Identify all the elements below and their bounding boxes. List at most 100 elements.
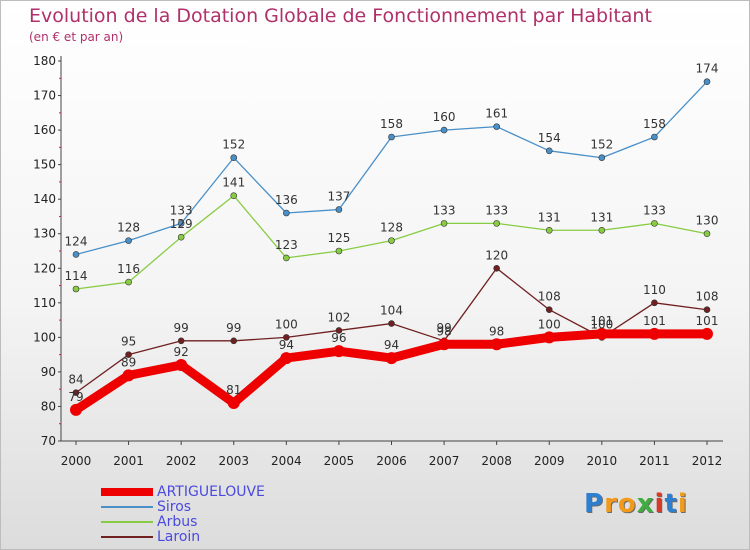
data-label: 152 xyxy=(222,138,245,152)
legend-swatch xyxy=(101,521,153,523)
x-tick-label: 2000 xyxy=(61,454,92,468)
data-point xyxy=(125,351,132,358)
y-tick-label: 120 xyxy=(33,261,56,275)
data-point xyxy=(230,337,238,345)
legend-swatch xyxy=(101,536,153,538)
logo-letter: P xyxy=(584,489,605,519)
data-point xyxy=(283,254,290,262)
x-tick-label: 2004 xyxy=(271,454,302,468)
data-point xyxy=(177,337,185,345)
y-tick-label: 90 xyxy=(41,365,56,379)
data-point xyxy=(72,285,80,293)
data-label: 133 xyxy=(643,203,666,217)
legend-swatch xyxy=(101,506,153,508)
x-tick-label: 2009 xyxy=(534,454,565,468)
data-point xyxy=(335,247,343,255)
y-tick-label: 70 xyxy=(41,434,56,448)
data-label: 98 xyxy=(436,324,451,338)
data-point xyxy=(385,352,398,365)
data-point xyxy=(651,220,658,227)
y-tick-label: 150 xyxy=(33,158,56,172)
data-label: 102 xyxy=(327,310,350,324)
data-label: 108 xyxy=(538,290,561,304)
data-point xyxy=(545,306,553,314)
x-tick-label: 2011 xyxy=(639,454,670,468)
data-point xyxy=(175,359,188,371)
data-point xyxy=(703,306,711,314)
data-point xyxy=(125,237,132,244)
logo-letter: t xyxy=(664,489,678,519)
y-tick-label: 180 xyxy=(33,54,56,68)
data-label: 94 xyxy=(384,338,399,352)
data-point xyxy=(438,338,451,351)
legend-label: Siros xyxy=(157,499,192,515)
data-point xyxy=(72,251,80,258)
data-point xyxy=(598,226,606,234)
data-label: 89 xyxy=(121,355,136,369)
y-tick-label: 100 xyxy=(33,330,56,344)
data-label: 129 xyxy=(170,217,193,231)
data-label: 100 xyxy=(538,317,561,331)
data-point xyxy=(332,345,345,358)
data-label: 130 xyxy=(696,214,719,228)
logo-letter: i xyxy=(677,489,688,519)
x-tick-label: 2010 xyxy=(587,454,618,468)
data-label: 131 xyxy=(590,210,613,224)
data-point xyxy=(648,327,661,340)
data-label: 81 xyxy=(226,383,241,397)
data-label: 128 xyxy=(380,221,403,235)
x-tick-label: 2008 xyxy=(481,454,512,468)
chart-subtitle: (en € et par an) xyxy=(29,30,124,44)
y-tick-label: 110 xyxy=(33,296,56,310)
x-tick-label: 2005 xyxy=(324,454,355,468)
x-tick-label: 2003 xyxy=(218,454,249,468)
data-point xyxy=(440,126,448,134)
data-point xyxy=(280,352,293,365)
data-label: 133 xyxy=(433,203,456,217)
data-point xyxy=(177,233,185,241)
data-label: 108 xyxy=(696,290,719,304)
data-point xyxy=(125,278,132,286)
data-label: 92 xyxy=(174,345,189,359)
x-tick-label: 2002 xyxy=(166,454,197,468)
data-label: 100 xyxy=(275,317,298,331)
data-label: 120 xyxy=(485,248,508,262)
data-label: 158 xyxy=(380,117,403,131)
data-point xyxy=(122,369,135,382)
data-label: 98 xyxy=(489,324,504,338)
y-tick-label: 140 xyxy=(33,192,56,206)
legend-label: ARTIGUELOUVE xyxy=(157,484,265,500)
chart-title: Evolution de la Dotation Globale de Fonc… xyxy=(29,5,652,27)
x-tick-label: 2001 xyxy=(113,454,144,468)
legend-label: Arbus xyxy=(157,514,198,530)
data-point xyxy=(703,78,711,86)
data-label: 133 xyxy=(485,203,508,217)
data-label: 96 xyxy=(331,331,346,345)
data-point xyxy=(543,331,556,344)
data-label: 158 xyxy=(643,117,666,131)
legend-swatch xyxy=(101,488,153,496)
data-label: 104 xyxy=(380,304,403,318)
data-point xyxy=(651,133,658,141)
logo-letter: o xyxy=(617,489,637,519)
data-label: 110 xyxy=(643,283,666,297)
data-label: 128 xyxy=(117,221,140,235)
data-label: 124 xyxy=(65,234,88,248)
data-label: 101 xyxy=(696,314,719,328)
data-label: 133 xyxy=(170,203,193,217)
proxiti-logo: Proxiti xyxy=(584,489,688,519)
data-point xyxy=(283,209,290,217)
logo-letter: r xyxy=(604,489,618,519)
data-label: 141 xyxy=(222,176,245,190)
x-tick-label: 2006 xyxy=(376,454,407,468)
data-point xyxy=(177,220,185,227)
data-point xyxy=(335,327,343,334)
data-point xyxy=(230,192,238,200)
data-label: 152 xyxy=(590,138,613,152)
data-label: 137 xyxy=(327,190,350,204)
y-tick-label: 160 xyxy=(33,123,56,137)
y-tick-label: 80 xyxy=(41,399,56,413)
data-point xyxy=(701,327,713,340)
y-tick-label: 130 xyxy=(33,227,56,241)
